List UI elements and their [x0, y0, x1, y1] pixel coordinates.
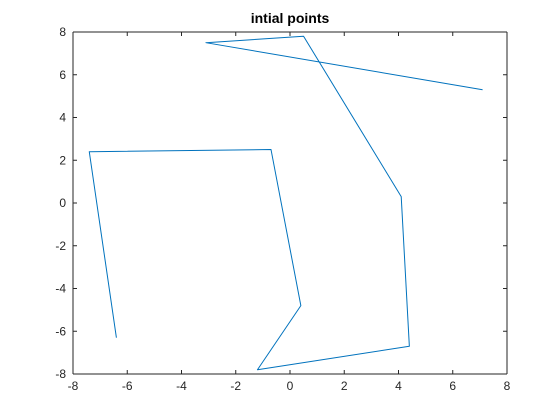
y-tick-label: 0 — [59, 196, 66, 210]
chart-title: intial points — [251, 10, 330, 26]
x-tick-label: 0 — [287, 379, 294, 393]
plot-area — [73, 32, 507, 374]
y-tick-label: 6 — [59, 68, 66, 82]
y-tick-label: 8 — [59, 25, 66, 39]
x-tick-label: 4 — [395, 379, 402, 393]
x-tick-label: 8 — [504, 379, 511, 393]
series-line-1 — [88, 35, 483, 371]
x-tick-label: -8 — [68, 379, 79, 393]
y-tick-label: -6 — [55, 324, 66, 338]
y-tick-label: -2 — [55, 239, 66, 253]
y-tick-label: 2 — [59, 153, 66, 167]
x-tick-label: -2 — [230, 379, 241, 393]
x-tick-label: -4 — [176, 379, 187, 393]
y-tick-label: 4 — [59, 111, 66, 125]
x-tick-label: 6 — [449, 379, 456, 393]
y-tick-label: -8 — [55, 367, 66, 381]
ticks-layer: -8 -6 -4 -2 0 2 4 6 8 -8 -6 -4 -2 0 2 4 6 8 — [55, 25, 510, 393]
y-tick-label: -4 — [55, 282, 66, 296]
x-tick-label: 2 — [341, 379, 348, 393]
x-tick-label: -6 — [122, 379, 133, 393]
series-layer — [88, 35, 483, 371]
